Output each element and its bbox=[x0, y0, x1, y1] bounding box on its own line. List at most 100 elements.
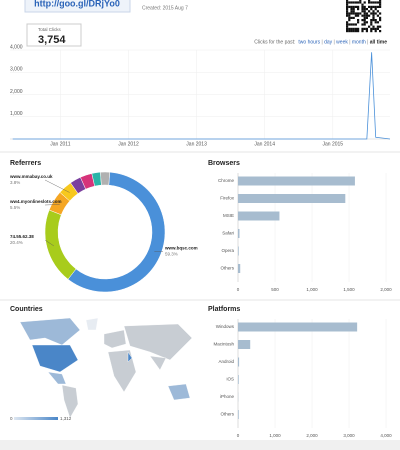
qr-module bbox=[368, 0, 371, 2]
qr-module bbox=[357, 19, 360, 22]
slice-label: 74.55.62.38 bbox=[10, 234, 34, 239]
qr-module bbox=[346, 23, 349, 26]
footer bbox=[0, 440, 400, 450]
legend-bar bbox=[14, 417, 58, 420]
x-tick-label: Jan 2013 bbox=[186, 141, 207, 147]
y-tick-label: Opera bbox=[221, 248, 234, 253]
y-tick-label: 3,000 bbox=[10, 67, 23, 73]
total-box bbox=[26, 23, 82, 47]
x-tick-label: 1,000 bbox=[306, 287, 318, 292]
qr-module bbox=[368, 25, 371, 28]
qr-module bbox=[365, 14, 368, 17]
qr-module bbox=[354, 30, 357, 33]
qr-module bbox=[346, 1, 349, 4]
qr-module bbox=[379, 12, 382, 15]
line-series bbox=[12, 52, 391, 140]
x-tick-label: 500 bbox=[271, 287, 279, 292]
qr-module bbox=[350, 5, 353, 8]
qr-module bbox=[363, 8, 366, 11]
x-tick-label: Jan 2011 bbox=[50, 141, 70, 147]
qr-module bbox=[370, 27, 373, 30]
qr-module bbox=[357, 21, 360, 24]
qr-module bbox=[350, 8, 353, 11]
qr-module bbox=[352, 30, 355, 33]
period-option[interactable]: all time bbox=[370, 39, 387, 45]
qr-module bbox=[370, 12, 373, 15]
qr-module bbox=[352, 12, 355, 15]
slice-value: 3.8% bbox=[10, 180, 20, 185]
qr-module bbox=[372, 1, 375, 4]
qr-module bbox=[354, 27, 357, 30]
qr-module bbox=[346, 8, 349, 11]
qr-module bbox=[376, 1, 379, 4]
x-tick-label: Jan 2014 bbox=[254, 141, 275, 147]
qr-module bbox=[357, 12, 360, 15]
qr-module bbox=[346, 25, 349, 28]
qr-module bbox=[379, 3, 382, 6]
qr-module bbox=[374, 19, 377, 22]
y-tick-label: Firefox bbox=[220, 196, 235, 201]
qr-module bbox=[365, 27, 368, 30]
qr-module bbox=[368, 5, 371, 8]
short-url-box bbox=[24, 0, 131, 13]
country-shape bbox=[167, 383, 191, 401]
bar bbox=[238, 375, 239, 384]
qr-module bbox=[363, 16, 366, 19]
qr-module bbox=[348, 5, 351, 8]
qr-module bbox=[372, 25, 375, 28]
created-date: Created: 2015 Aug 7 bbox=[142, 5, 188, 11]
country-shape bbox=[47, 371, 67, 385]
qr-module bbox=[374, 5, 377, 8]
leader-line bbox=[44, 179, 70, 193]
qr-module bbox=[370, 21, 373, 24]
short-url[interactable]: http://goo.gl/DRjYo0 bbox=[34, 0, 120, 8]
x-tick-label: 0 bbox=[237, 287, 240, 292]
x-tick-label: 4,000 bbox=[380, 433, 392, 438]
section-title: Browsers bbox=[208, 160, 240, 167]
qr-module bbox=[363, 12, 366, 15]
country-shape bbox=[149, 355, 167, 371]
x-tick-label: 1,500 bbox=[343, 287, 355, 292]
bar bbox=[238, 229, 240, 238]
slice-value: 5.5% bbox=[10, 205, 20, 210]
x-tick-label: Jan 2015 bbox=[323, 141, 344, 147]
bar bbox=[238, 322, 358, 332]
qr-module bbox=[372, 19, 375, 22]
qr-module bbox=[379, 1, 382, 4]
qr-module bbox=[359, 12, 362, 15]
bar bbox=[238, 357, 240, 367]
qr-module bbox=[357, 30, 360, 33]
qr-module bbox=[348, 14, 351, 17]
period-option[interactable]: week bbox=[336, 39, 348, 45]
section-title: Referrers bbox=[10, 160, 41, 167]
qr-module bbox=[357, 27, 360, 30]
period-option[interactable]: two hours bbox=[298, 39, 320, 45]
qr-module bbox=[361, 23, 364, 26]
qr-module bbox=[357, 8, 360, 11]
qr-module bbox=[372, 12, 375, 15]
qr-module bbox=[370, 1, 373, 4]
qr-module bbox=[376, 25, 379, 28]
y-tick-label: Windows bbox=[216, 324, 235, 329]
period-option[interactable]: day bbox=[324, 39, 333, 45]
qr-module bbox=[365, 12, 368, 15]
qr-module bbox=[361, 5, 364, 8]
qr-module bbox=[372, 27, 375, 30]
period-option[interactable]: month bbox=[352, 39, 366, 45]
qr-module bbox=[365, 21, 368, 24]
bar bbox=[238, 194, 346, 203]
qr-module bbox=[374, 8, 377, 11]
qr-module bbox=[363, 14, 366, 17]
leader-line bbox=[44, 204, 60, 206]
slice-label: ww4.myonlineslots.com bbox=[9, 199, 62, 204]
qr-module bbox=[376, 21, 379, 24]
country-shape bbox=[103, 329, 127, 349]
qr-module bbox=[372, 10, 375, 13]
qr-module bbox=[348, 1, 351, 4]
qr-module bbox=[368, 10, 371, 13]
qr-module bbox=[352, 16, 355, 19]
qr-module bbox=[379, 25, 382, 28]
qr-module bbox=[346, 3, 349, 6]
qr-module bbox=[348, 19, 351, 22]
